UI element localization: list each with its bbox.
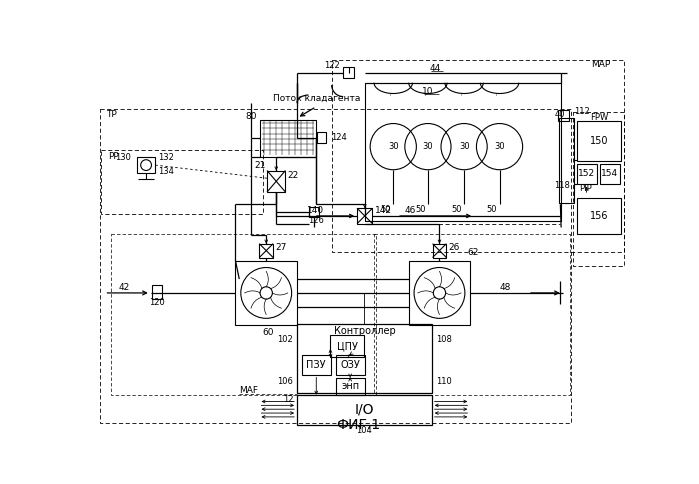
Text: 150: 150 [590, 136, 608, 146]
Bar [336, 354, 365, 375]
Text: MAP: MAP [591, 60, 610, 69]
Text: 40: 40 [554, 110, 565, 119]
Text: 142: 142 [375, 206, 392, 215]
Text: 118: 118 [554, 181, 570, 190]
Text: 104: 104 [356, 426, 373, 435]
Text: 46: 46 [405, 206, 416, 215]
Text: 60: 60 [262, 329, 274, 337]
Bar [365, 83, 561, 221]
Text: PIP: PIP [579, 184, 592, 194]
Text: ОЗУ: ОЗУ [340, 360, 360, 370]
Text: 108: 108 [435, 334, 452, 344]
Text: 30: 30 [459, 142, 470, 151]
Text: FPW: FPW [590, 113, 608, 122]
Text: 122: 122 [324, 61, 340, 70]
Bar [101, 151, 263, 213]
Text: 80: 80 [245, 112, 257, 121]
Text: I/O: I/O [354, 403, 374, 417]
Bar [236, 260, 297, 325]
Bar [260, 120, 315, 157]
Bar [330, 335, 364, 357]
Text: 27: 27 [275, 243, 287, 252]
Text: 12: 12 [282, 394, 293, 404]
Bar [572, 112, 624, 266]
Bar [357, 208, 373, 224]
Text: 140: 140 [307, 206, 324, 215]
Text: PP: PP [108, 152, 119, 161]
Text: 50: 50 [451, 205, 461, 213]
Bar [267, 170, 285, 192]
Bar [297, 395, 432, 424]
Text: 50: 50 [380, 205, 391, 213]
Text: 102: 102 [278, 334, 293, 344]
Bar [297, 324, 432, 393]
Text: 120: 120 [149, 298, 165, 307]
Text: 110: 110 [435, 377, 452, 386]
Text: Контроллер: Контроллер [333, 326, 395, 336]
Text: 132: 132 [159, 153, 174, 162]
Text: 130: 130 [115, 153, 131, 162]
Bar [110, 234, 376, 395]
Bar [259, 243, 273, 257]
Bar [577, 164, 598, 183]
Text: 156: 156 [590, 211, 608, 221]
Bar [137, 157, 155, 173]
Text: TP: TP [106, 110, 117, 119]
Text: 62: 62 [467, 248, 479, 257]
Text: 134: 134 [159, 167, 174, 176]
Text: 50: 50 [487, 205, 497, 213]
Text: 26: 26 [449, 243, 460, 252]
Bar [302, 354, 331, 375]
Text: 124: 124 [331, 133, 347, 142]
Bar [374, 234, 570, 395]
Text: 30: 30 [423, 142, 433, 151]
Bar [559, 118, 574, 203]
Text: 21: 21 [254, 161, 266, 170]
Bar [331, 60, 624, 252]
Bar [152, 285, 161, 299]
Text: 112: 112 [574, 107, 590, 117]
Text: энп: энп [341, 381, 359, 391]
Text: 30: 30 [388, 142, 398, 151]
Bar [577, 121, 621, 161]
Text: 44: 44 [430, 64, 441, 74]
Text: 48: 48 [499, 283, 510, 292]
Text: ПЗУ: ПЗУ [306, 360, 326, 370]
Text: MAF: MAF [239, 386, 258, 395]
Text: ФИГ.1: ФИГ.1 [336, 418, 380, 432]
Text: 10: 10 [422, 87, 433, 96]
Bar [308, 207, 319, 217]
Bar [433, 243, 447, 257]
Bar [577, 198, 621, 234]
Text: 30: 30 [494, 142, 505, 151]
Bar [317, 132, 326, 143]
Bar [558, 110, 569, 121]
Bar [100, 109, 571, 423]
Bar [336, 378, 365, 394]
Bar [343, 67, 354, 78]
Text: 154: 154 [601, 169, 618, 178]
Text: 152: 152 [578, 169, 595, 178]
Bar [409, 260, 470, 325]
Text: 22: 22 [287, 171, 298, 180]
Text: Поток кладагента: Поток кладагента [273, 93, 360, 103]
Text: ЦПУ: ЦПУ [337, 341, 358, 351]
Text: 50: 50 [415, 205, 426, 213]
Text: 126: 126 [308, 216, 324, 225]
Text: 42: 42 [118, 283, 129, 292]
Text: 106: 106 [278, 377, 293, 386]
Bar [600, 164, 621, 183]
